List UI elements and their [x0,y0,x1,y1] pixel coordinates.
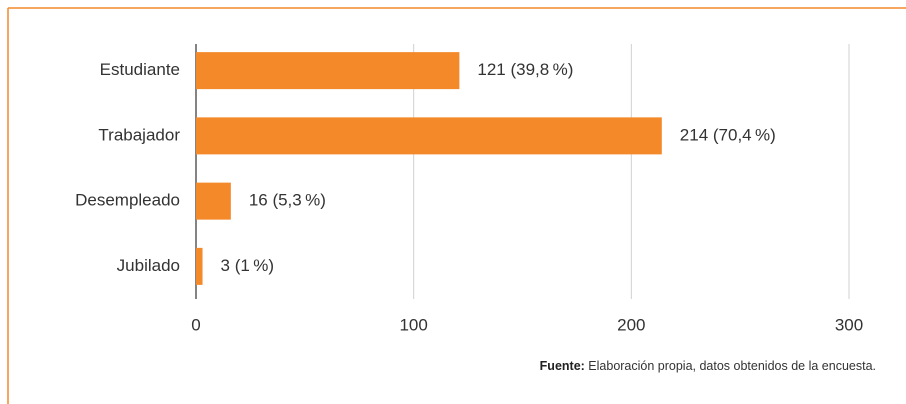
x-tick-label: 200 [617,315,645,334]
x-tick-label: 0 [191,315,200,334]
value-label: 121 (39,8 %) [477,60,573,79]
source-text: Elaboración propia, datos obtenidos de l… [588,359,876,373]
source-label: Fuente: [540,359,585,373]
y-tick-label: Trabajador [98,125,180,144]
x-tick-label: 300 [835,315,863,334]
y-tick-label: Jubilado [117,256,180,275]
y-tick-label: Estudiante [100,60,180,79]
bar [196,117,662,155]
value-label: 3 (1 %) [221,256,274,275]
y-tick-label: Desempleado [75,191,180,210]
bar [196,52,460,90]
source-note: Fuente: Elaboración propia, datos obteni… [540,359,876,373]
bar [196,182,231,220]
value-label: 16 (5,3 %) [249,191,326,210]
value-label: 214 (70,4 %) [680,125,776,144]
bar [196,247,203,285]
x-tick-label: 100 [399,315,427,334]
